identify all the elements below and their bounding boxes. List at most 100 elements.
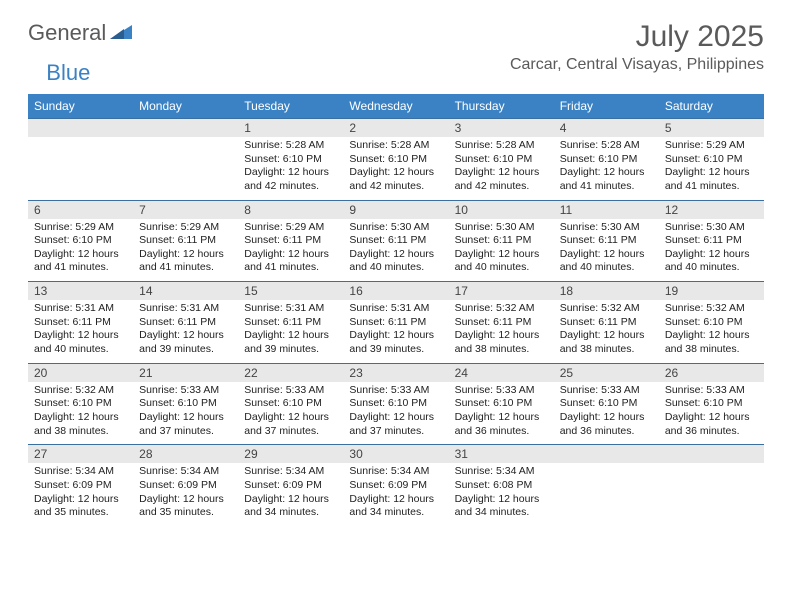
- sunrise-line: Sunrise: 5:29 AM: [665, 139, 758, 153]
- sunset-line: Sunset: 6:11 PM: [455, 316, 548, 330]
- day-content-cell: Sunrise: 5:28 AMSunset: 6:10 PMDaylight:…: [449, 137, 554, 200]
- sunset-line: Sunset: 6:10 PM: [349, 153, 442, 167]
- sunset-line: Sunset: 6:10 PM: [34, 234, 127, 248]
- daylight-line: Daylight: 12 hours and 40 minutes.: [665, 248, 758, 275]
- day-number-cell: 5: [659, 119, 764, 138]
- day-content-cell: Sunrise: 5:29 AMSunset: 6:11 PMDaylight:…: [133, 219, 238, 282]
- day-number-cell: 16: [343, 282, 448, 301]
- sunrise-line: Sunrise: 5:30 AM: [349, 221, 442, 235]
- sunrise-line: Sunrise: 5:33 AM: [455, 384, 548, 398]
- day-number-cell: 24: [449, 363, 554, 382]
- sunset-line: Sunset: 6:09 PM: [139, 479, 232, 493]
- sunrise-line: Sunrise: 5:34 AM: [244, 465, 337, 479]
- daylight-line: Daylight: 12 hours and 41 minutes.: [34, 248, 127, 275]
- sunset-line: Sunset: 6:10 PM: [665, 153, 758, 167]
- sunset-line: Sunset: 6:09 PM: [349, 479, 442, 493]
- day-number-cell: 26: [659, 363, 764, 382]
- sunrise-line: Sunrise: 5:28 AM: [349, 139, 442, 153]
- day-number-cell: 18: [554, 282, 659, 301]
- day-content-cell: Sunrise: 5:33 AMSunset: 6:10 PMDaylight:…: [449, 382, 554, 445]
- daylight-line: Daylight: 12 hours and 35 minutes.: [34, 493, 127, 520]
- day-number-cell: 19: [659, 282, 764, 301]
- sunrise-line: Sunrise: 5:33 AM: [560, 384, 653, 398]
- weekday-thursday: Thursday: [449, 94, 554, 119]
- day-number-cell: 15: [238, 282, 343, 301]
- day-content-cell: Sunrise: 5:34 AMSunset: 6:09 PMDaylight:…: [133, 463, 238, 526]
- sunrise-line: Sunrise: 5:33 AM: [244, 384, 337, 398]
- calendar-page: General July 2025 Carcar, Central Visaya…: [0, 0, 792, 546]
- day-content-cell: Sunrise: 5:33 AMSunset: 6:10 PMDaylight:…: [343, 382, 448, 445]
- sunset-line: Sunset: 6:11 PM: [349, 316, 442, 330]
- day-number-row: 2728293031: [28, 445, 764, 464]
- logo-text-blue: Blue: [46, 60, 90, 86]
- day-number-cell: 30: [343, 445, 448, 464]
- day-number-row: 13141516171819: [28, 282, 764, 301]
- daylight-line: Daylight: 12 hours and 37 minutes.: [244, 411, 337, 438]
- sunset-line: Sunset: 6:10 PM: [34, 397, 127, 411]
- day-number-cell: 12: [659, 200, 764, 219]
- day-content-cell: Sunrise: 5:34 AMSunset: 6:09 PMDaylight:…: [343, 463, 448, 526]
- day-content-cell: Sunrise: 5:30 AMSunset: 6:11 PMDaylight:…: [659, 219, 764, 282]
- day-number-cell: 8: [238, 200, 343, 219]
- day-number-cell: [659, 445, 764, 464]
- day-content-cell: [659, 463, 764, 526]
- logo: General: [28, 20, 134, 46]
- daylight-line: Daylight: 12 hours and 38 minutes.: [665, 329, 758, 356]
- day-content-cell: Sunrise: 5:30 AMSunset: 6:11 PMDaylight:…: [554, 219, 659, 282]
- day-number-cell: [28, 119, 133, 138]
- day-content-cell: Sunrise: 5:33 AMSunset: 6:10 PMDaylight:…: [238, 382, 343, 445]
- sunset-line: Sunset: 6:11 PM: [665, 234, 758, 248]
- day-content-row: Sunrise: 5:31 AMSunset: 6:11 PMDaylight:…: [28, 300, 764, 363]
- daylight-line: Daylight: 12 hours and 39 minutes.: [244, 329, 337, 356]
- day-content-cell: Sunrise: 5:30 AMSunset: 6:11 PMDaylight:…: [449, 219, 554, 282]
- day-number-cell: 25: [554, 363, 659, 382]
- logo-text-general: General: [28, 20, 106, 46]
- daylight-line: Daylight: 12 hours and 36 minutes.: [560, 411, 653, 438]
- daylight-line: Daylight: 12 hours and 39 minutes.: [349, 329, 442, 356]
- day-number-cell: 13: [28, 282, 133, 301]
- daylight-line: Daylight: 12 hours and 41 minutes.: [244, 248, 337, 275]
- sunset-line: Sunset: 6:10 PM: [560, 397, 653, 411]
- sunset-line: Sunset: 6:10 PM: [455, 153, 548, 167]
- daylight-line: Daylight: 12 hours and 41 minutes.: [665, 166, 758, 193]
- daylight-line: Daylight: 12 hours and 40 minutes.: [349, 248, 442, 275]
- location: Carcar, Central Visayas, Philippines: [510, 56, 764, 74]
- sunrise-line: Sunrise: 5:33 AM: [139, 384, 232, 398]
- sunrise-line: Sunrise: 5:30 AM: [560, 221, 653, 235]
- sunset-line: Sunset: 6:11 PM: [560, 234, 653, 248]
- sunset-line: Sunset: 6:10 PM: [665, 397, 758, 411]
- daylight-line: Daylight: 12 hours and 42 minutes.: [455, 166, 548, 193]
- sunrise-line: Sunrise: 5:28 AM: [455, 139, 548, 153]
- day-content-cell: [28, 137, 133, 200]
- day-content-cell: Sunrise: 5:28 AMSunset: 6:10 PMDaylight:…: [343, 137, 448, 200]
- weekday-wednesday: Wednesday: [343, 94, 448, 119]
- day-number-cell: 3: [449, 119, 554, 138]
- day-number-cell: 20: [28, 363, 133, 382]
- day-content-cell: Sunrise: 5:31 AMSunset: 6:11 PMDaylight:…: [28, 300, 133, 363]
- day-content-cell: Sunrise: 5:31 AMSunset: 6:11 PMDaylight:…: [343, 300, 448, 363]
- day-content-row: Sunrise: 5:32 AMSunset: 6:10 PMDaylight:…: [28, 382, 764, 445]
- day-number-cell: 7: [133, 200, 238, 219]
- weekday-friday: Friday: [554, 94, 659, 119]
- weekday-saturday: Saturday: [659, 94, 764, 119]
- daylight-line: Daylight: 12 hours and 36 minutes.: [455, 411, 548, 438]
- day-number-cell: [554, 445, 659, 464]
- day-content-cell: Sunrise: 5:34 AMSunset: 6:08 PMDaylight:…: [449, 463, 554, 526]
- daylight-line: Daylight: 12 hours and 40 minutes.: [455, 248, 548, 275]
- sunrise-line: Sunrise: 5:29 AM: [244, 221, 337, 235]
- sunrise-line: Sunrise: 5:33 AM: [349, 384, 442, 398]
- sunrise-line: Sunrise: 5:33 AM: [665, 384, 758, 398]
- day-content-cell: Sunrise: 5:33 AMSunset: 6:10 PMDaylight:…: [554, 382, 659, 445]
- day-number-cell: 9: [343, 200, 448, 219]
- daylight-line: Daylight: 12 hours and 34 minutes.: [244, 493, 337, 520]
- day-number-row: 20212223242526: [28, 363, 764, 382]
- day-number-cell: 11: [554, 200, 659, 219]
- sunset-line: Sunset: 6:11 PM: [244, 234, 337, 248]
- sunset-line: Sunset: 6:10 PM: [244, 153, 337, 167]
- sunrise-line: Sunrise: 5:32 AM: [560, 302, 653, 316]
- day-content-cell: [554, 463, 659, 526]
- day-number-cell: 29: [238, 445, 343, 464]
- sunrise-line: Sunrise: 5:31 AM: [244, 302, 337, 316]
- daylight-line: Daylight: 12 hours and 38 minutes.: [560, 329, 653, 356]
- day-content-cell: Sunrise: 5:28 AMSunset: 6:10 PMDaylight:…: [554, 137, 659, 200]
